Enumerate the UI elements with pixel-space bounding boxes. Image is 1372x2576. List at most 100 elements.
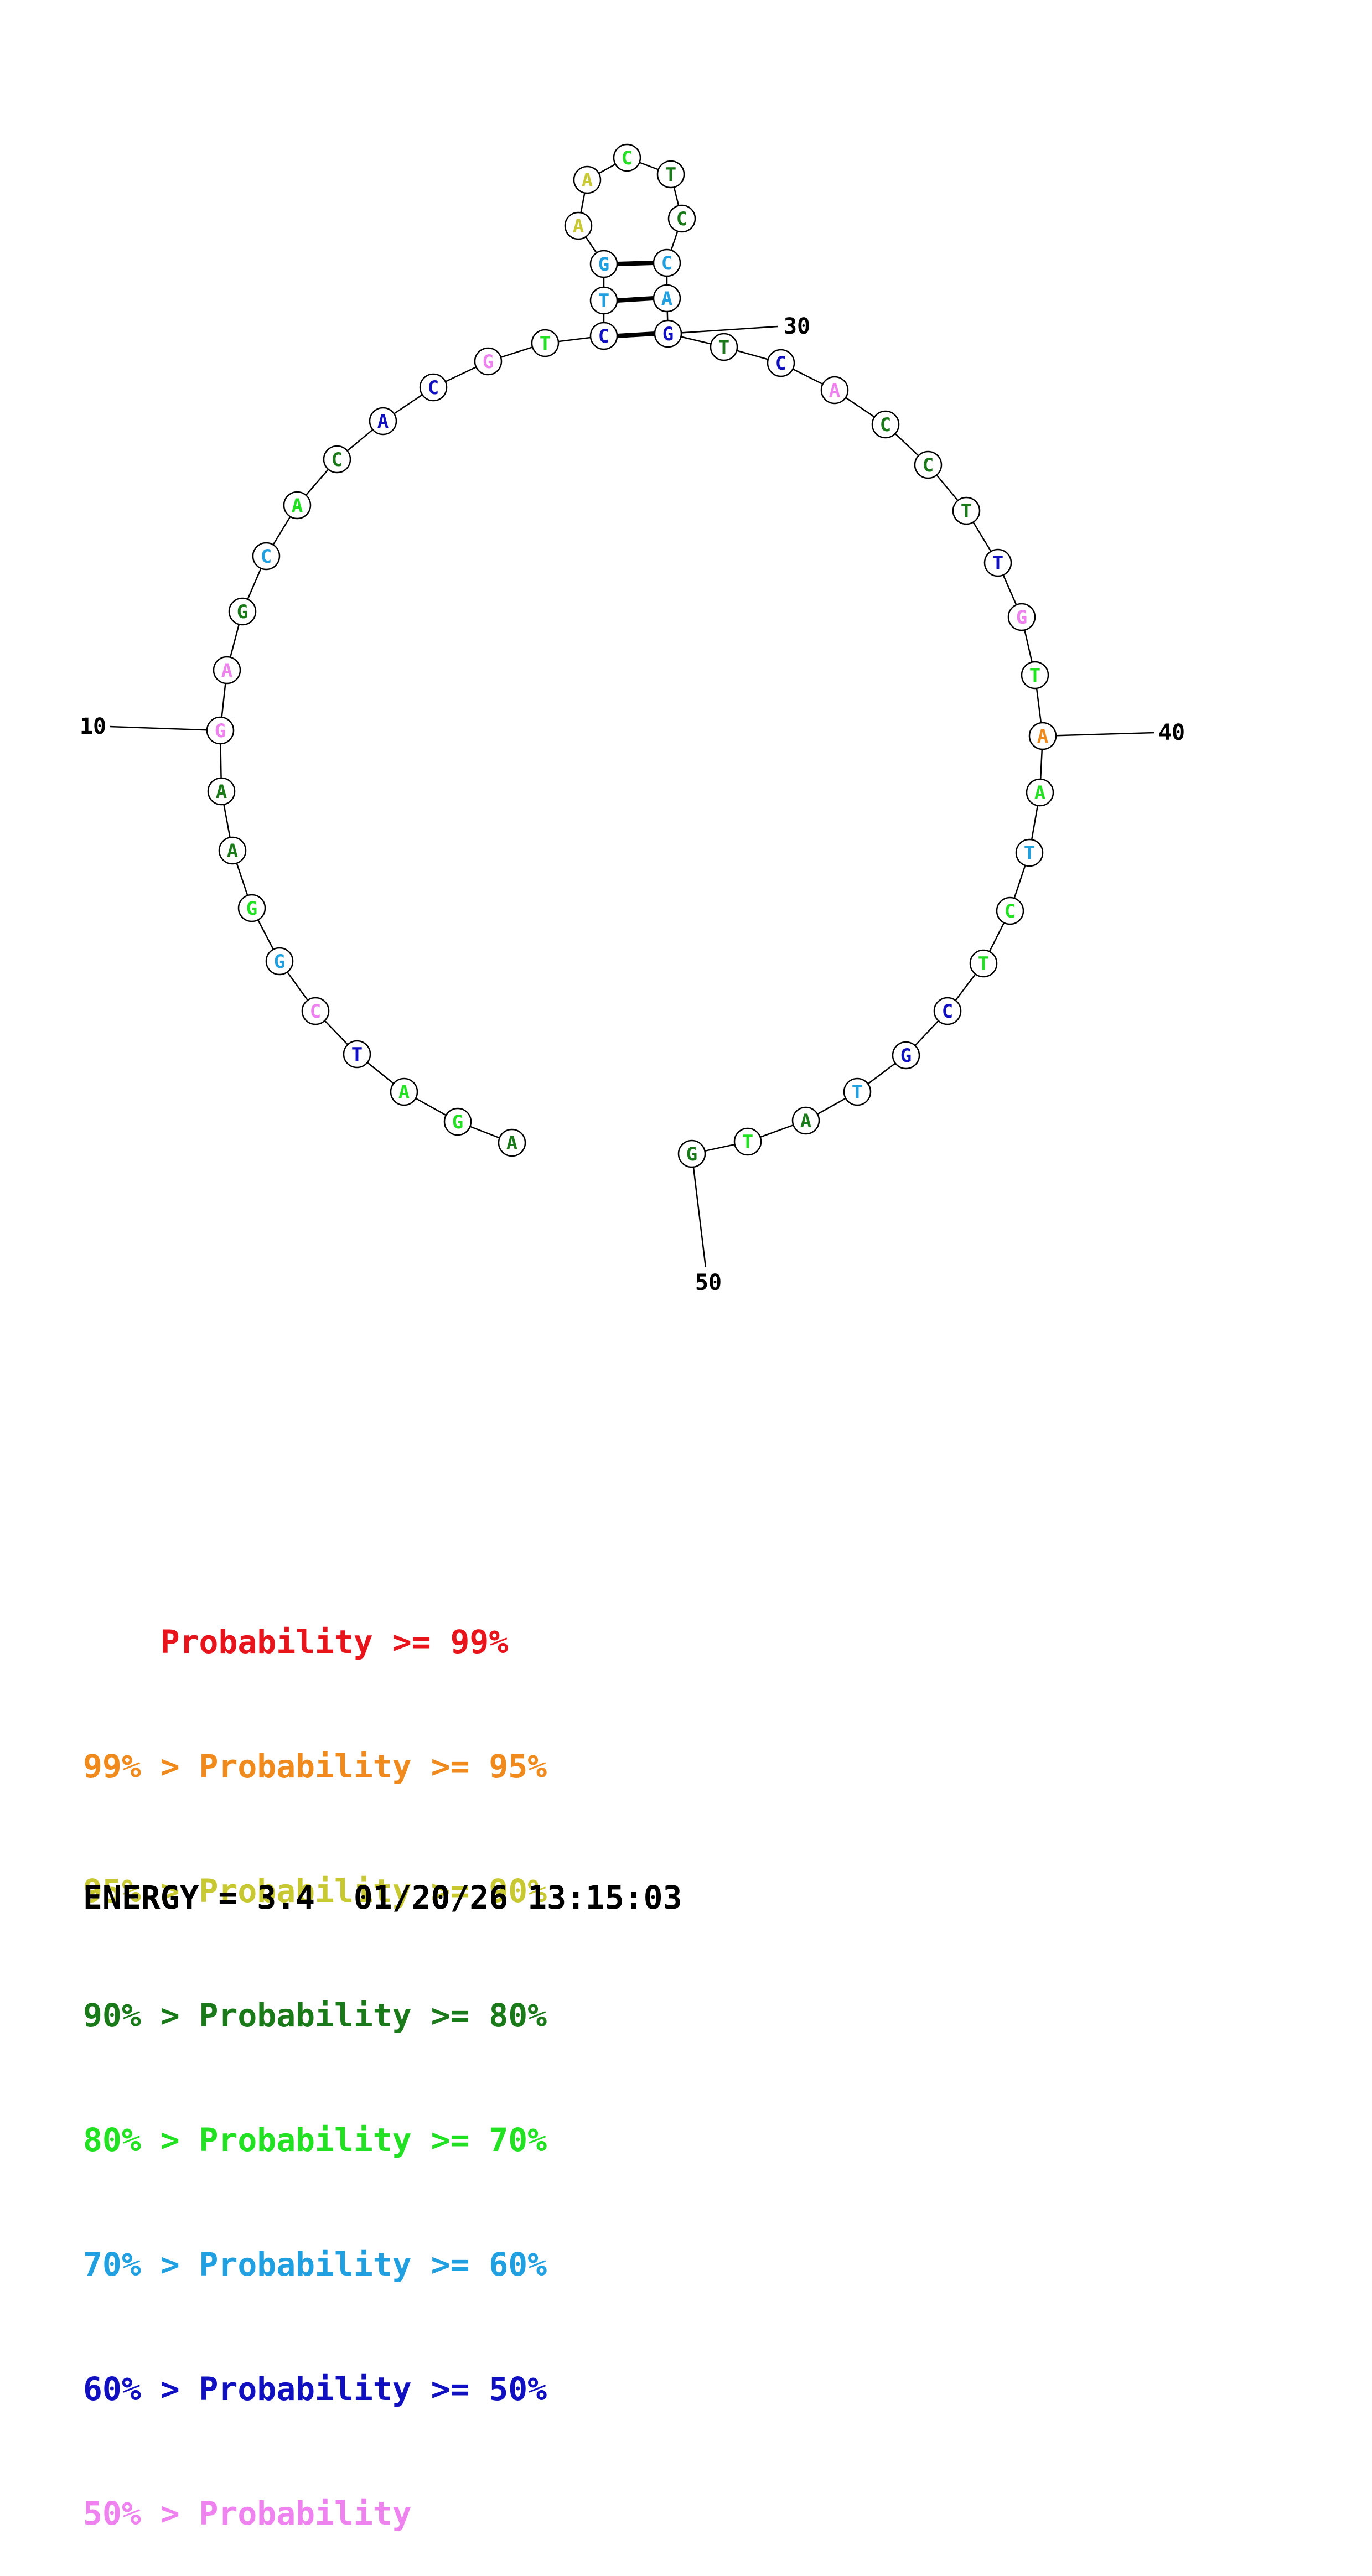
- nucleotide-37: T: [983, 548, 1012, 577]
- nucleotide-circle: [820, 376, 849, 405]
- legend-label: Probability: [199, 2370, 412, 2408]
- legend-ge: >=: [431, 2246, 470, 2283]
- nucleotide-circle: [1026, 778, 1054, 807]
- nucleotide-base: G: [686, 1143, 697, 1165]
- position-label-tick: [667, 325, 778, 335]
- nucleotide-circle: [301, 997, 330, 1025]
- legend-label: Probability: [160, 1623, 373, 1661]
- legend-upper-bound: 50%: [489, 2370, 547, 2408]
- nucleotide-13: C: [252, 542, 281, 571]
- nucleotide-circle: [213, 656, 241, 685]
- legend-row-4: 90% > Probability >= 80%: [83, 1995, 547, 2036]
- energy-value: ENERGY = 3.4: [83, 1879, 315, 1916]
- nucleotide-circle: [677, 1139, 706, 1168]
- nucleotide-base: C: [310, 1001, 321, 1023]
- nucleotide-circle: [843, 1077, 872, 1106]
- nucleotide-base: C: [923, 454, 934, 476]
- legend-row-1: Probability >= 99%: [83, 1621, 547, 1663]
- nucleotide-6: G: [265, 947, 294, 976]
- probability-legend: Probability >= 99% 99% > Probability >= …: [83, 1538, 547, 2576]
- position-label-tick: [109, 725, 221, 732]
- legend-ge: >=: [431, 1997, 470, 2034]
- nucleotide-circle: [969, 949, 998, 978]
- nucleotide-base: C: [942, 1001, 953, 1023]
- nucleotide-base: A: [377, 411, 389, 433]
- nucleotide-circle: [791, 1106, 820, 1135]
- legend-gt: >: [160, 2495, 180, 2532]
- legend-row-7: 60% > Probability >= 50%: [83, 2368, 547, 2410]
- position-label: 50: [695, 1270, 722, 1295]
- nucleotide-23: A: [564, 211, 593, 240]
- nucleotide-12: G: [228, 597, 257, 626]
- nucleotide-36: T: [952, 496, 981, 525]
- nucleotide-24: A: [573, 165, 602, 194]
- nucleotide-circle: [654, 319, 682, 348]
- nucleotide-circle: [443, 1107, 472, 1136]
- nucleotide-base: T: [961, 500, 972, 522]
- nucleotide-27: C: [667, 204, 696, 233]
- nucleotide-circle: [656, 160, 685, 189]
- nucleotide-8: A: [218, 836, 247, 865]
- nucleotide-circle: [252, 542, 281, 571]
- nucleotide-base: C: [261, 546, 272, 568]
- nucleotide-base: A: [216, 781, 227, 803]
- legend-row-5: 80% > Probability >= 70%: [83, 2119, 547, 2161]
- nucleotide-circle: [589, 250, 618, 278]
- nucleotide-11: A: [213, 656, 241, 685]
- legend-gt: >: [160, 1748, 180, 1785]
- legend-label: Probability: [199, 2246, 412, 2283]
- nucleotide-circle: [653, 248, 681, 277]
- nucleotide-base: A: [829, 380, 840, 402]
- nucleotide-base: G: [662, 323, 674, 345]
- nucleotide-43: C: [996, 896, 1024, 925]
- nucleotide-42: T: [1015, 838, 1044, 867]
- nucleotide-21: T: [589, 286, 618, 315]
- nucleotide-circle: [498, 1128, 526, 1157]
- legend-label: Probability: [199, 1748, 412, 1785]
- legend-ge: >=: [431, 1872, 470, 1910]
- nucleotide-circle: [564, 211, 593, 240]
- legend-upper-bound: 99%: [450, 1623, 509, 1661]
- nucleotide-16: A: [369, 407, 397, 436]
- nucleotide-50: G: [677, 1139, 706, 1168]
- nucleotide-base: T: [718, 336, 729, 359]
- nucleotide-base: C: [676, 208, 687, 230]
- timestamp: 01/20/26 13:15:03: [353, 1879, 682, 1916]
- nucleotide-18: G: [474, 347, 503, 376]
- base-pair-bond: [617, 296, 654, 303]
- nucleotide-17: C: [419, 373, 448, 402]
- nucleotide-circle: [573, 165, 602, 194]
- nucleotide-34: C: [871, 410, 900, 439]
- nucleotide-circle: [983, 548, 1012, 577]
- nucleotide-base: T: [598, 290, 609, 312]
- nucleotide-base: A: [227, 840, 238, 862]
- legend-upper-bound: 60%: [489, 2246, 547, 2283]
- legend-upper-bound: 90%: [489, 1872, 547, 1910]
- nucleotide-base: T: [1029, 665, 1040, 687]
- nucleotide-circle: [767, 349, 795, 377]
- position-label-tick: [691, 1153, 707, 1268]
- nucleotide-circle: [207, 777, 236, 806]
- nucleotide-circle: [323, 445, 351, 474]
- legend-gt: >: [160, 2121, 180, 2159]
- nucleotide-base: G: [246, 898, 257, 920]
- nucleotide-14: A: [283, 491, 312, 520]
- nucleotide-1: A: [498, 1128, 526, 1157]
- nucleotide-base: G: [598, 253, 609, 276]
- nucleotide-circle: [710, 333, 738, 361]
- legend-row-8: 50% > Probability: [83, 2493, 547, 2534]
- nucleotide-base: T: [992, 552, 1003, 574]
- nucleotide-32: C: [767, 349, 795, 377]
- nucleotide-circle: [390, 1077, 418, 1106]
- nucleotide-circle: [237, 894, 266, 922]
- nucleotide-circle: [871, 410, 900, 439]
- nucleotide-circle: [1007, 603, 1036, 631]
- nucleotide-circle: [733, 1127, 762, 1156]
- nucleotide-2: G: [443, 1107, 472, 1136]
- nucleotide-base: A: [661, 288, 672, 310]
- legend-upper-bound: 80%: [489, 1997, 547, 2034]
- nucleotide-base: C: [880, 414, 891, 436]
- nucleotide-base: C: [775, 353, 786, 375]
- nucleotide-25: C: [613, 143, 641, 172]
- nucleotide-base: C: [1005, 900, 1016, 922]
